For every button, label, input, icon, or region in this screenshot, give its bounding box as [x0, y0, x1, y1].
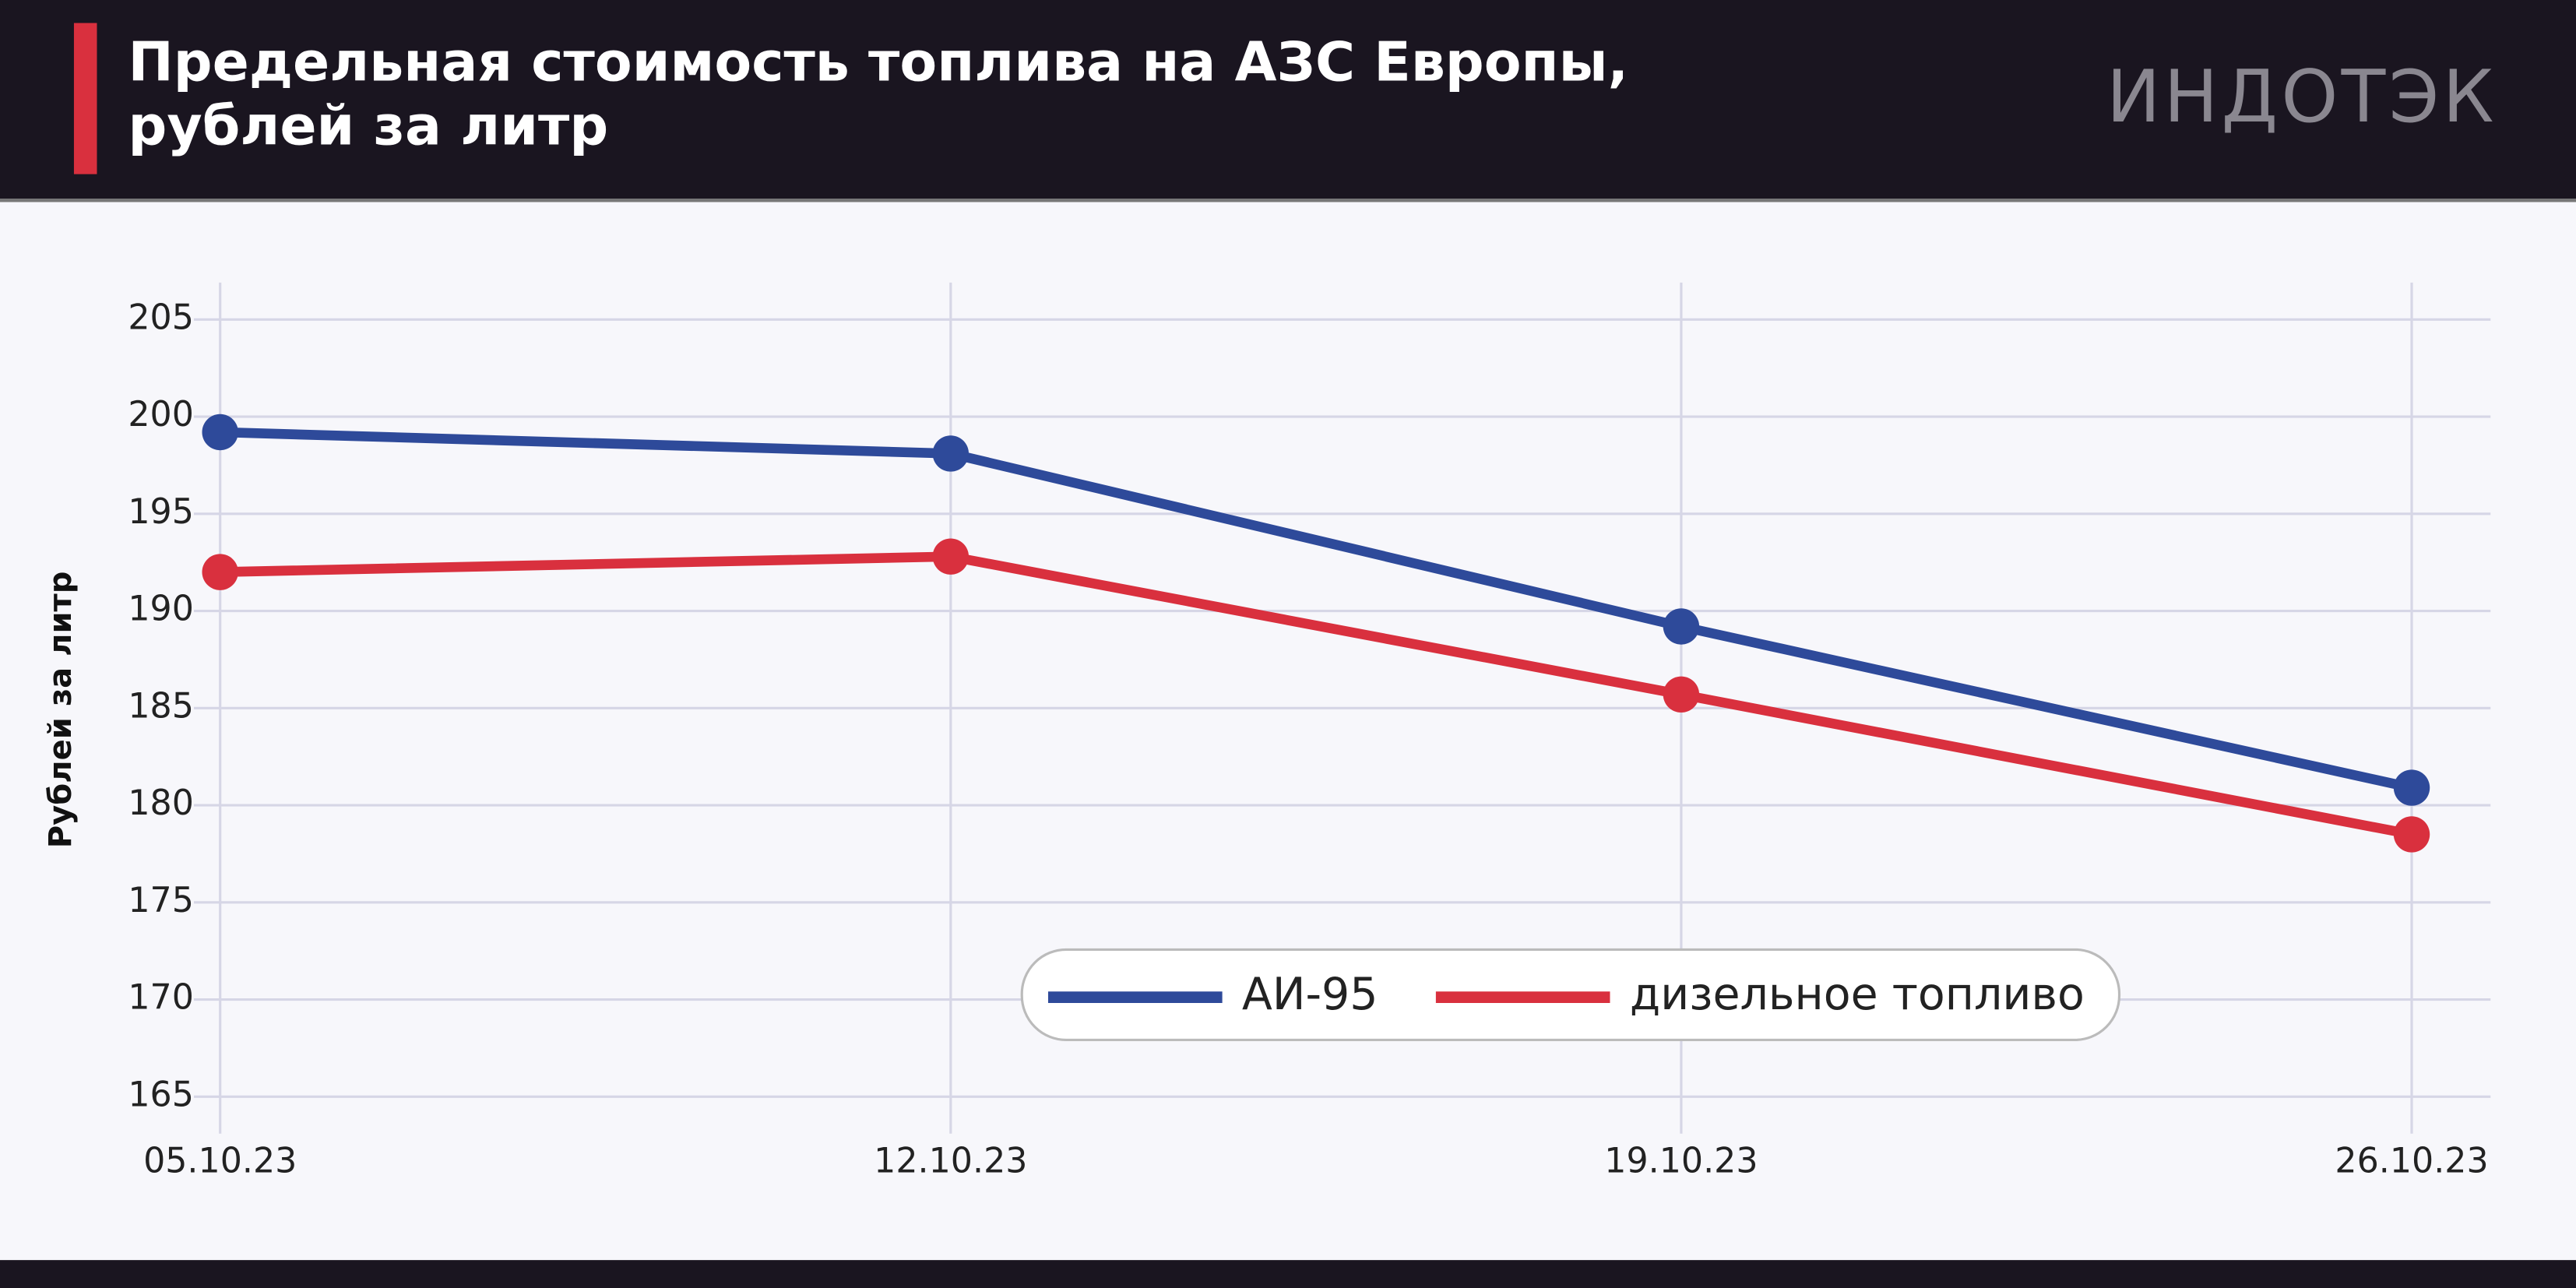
x-tick-label: 12.10.23 [874, 1142, 1027, 1181]
y-axis-label: Рублей за литр [43, 572, 79, 849]
y-tick-label: 175 [128, 881, 194, 920]
y-tick-label: 165 [128, 1075, 194, 1114]
y-tick-label: 180 [128, 783, 194, 823]
y-tick-label: 190 [128, 589, 194, 629]
data-point [202, 554, 238, 590]
legend-label: дизельное топливо [1630, 969, 2085, 1020]
y-tick-label: 170 [128, 978, 194, 1018]
x-tick-label: 05.10.23 [143, 1142, 297, 1181]
data-point [202, 413, 238, 451]
series-line [220, 427, 2413, 793]
y-tick-label: 200 [128, 395, 194, 435]
y-tick-label: 185 [128, 686, 194, 726]
x-tick-label: 19.10.23 [1604, 1142, 1758, 1181]
footer [0, 1260, 2576, 1288]
series-line [220, 551, 2413, 839]
data-point [932, 538, 970, 575]
chart-title: Предельная стоимость топлива на АЗС Евро… [128, 30, 1628, 93]
y-tick-label: 205 [128, 297, 194, 337]
legend-label: АИ-95 [1242, 969, 1378, 1020]
data-point [1663, 608, 1700, 645]
header [0, 0, 2576, 199]
data-point [2393, 769, 2430, 806]
chart-title: рублей за литр [128, 95, 609, 158]
logo: ИНДОТЭК [2106, 55, 2497, 139]
x-tick-label: 26.10.23 [2335, 1142, 2488, 1181]
data-point [2393, 816, 2430, 853]
data-point [1663, 676, 1700, 713]
header-rule [0, 199, 2576, 202]
accent-bar [73, 23, 97, 174]
y-tick-label: 195 [128, 492, 194, 532]
data-point [932, 435, 970, 472]
